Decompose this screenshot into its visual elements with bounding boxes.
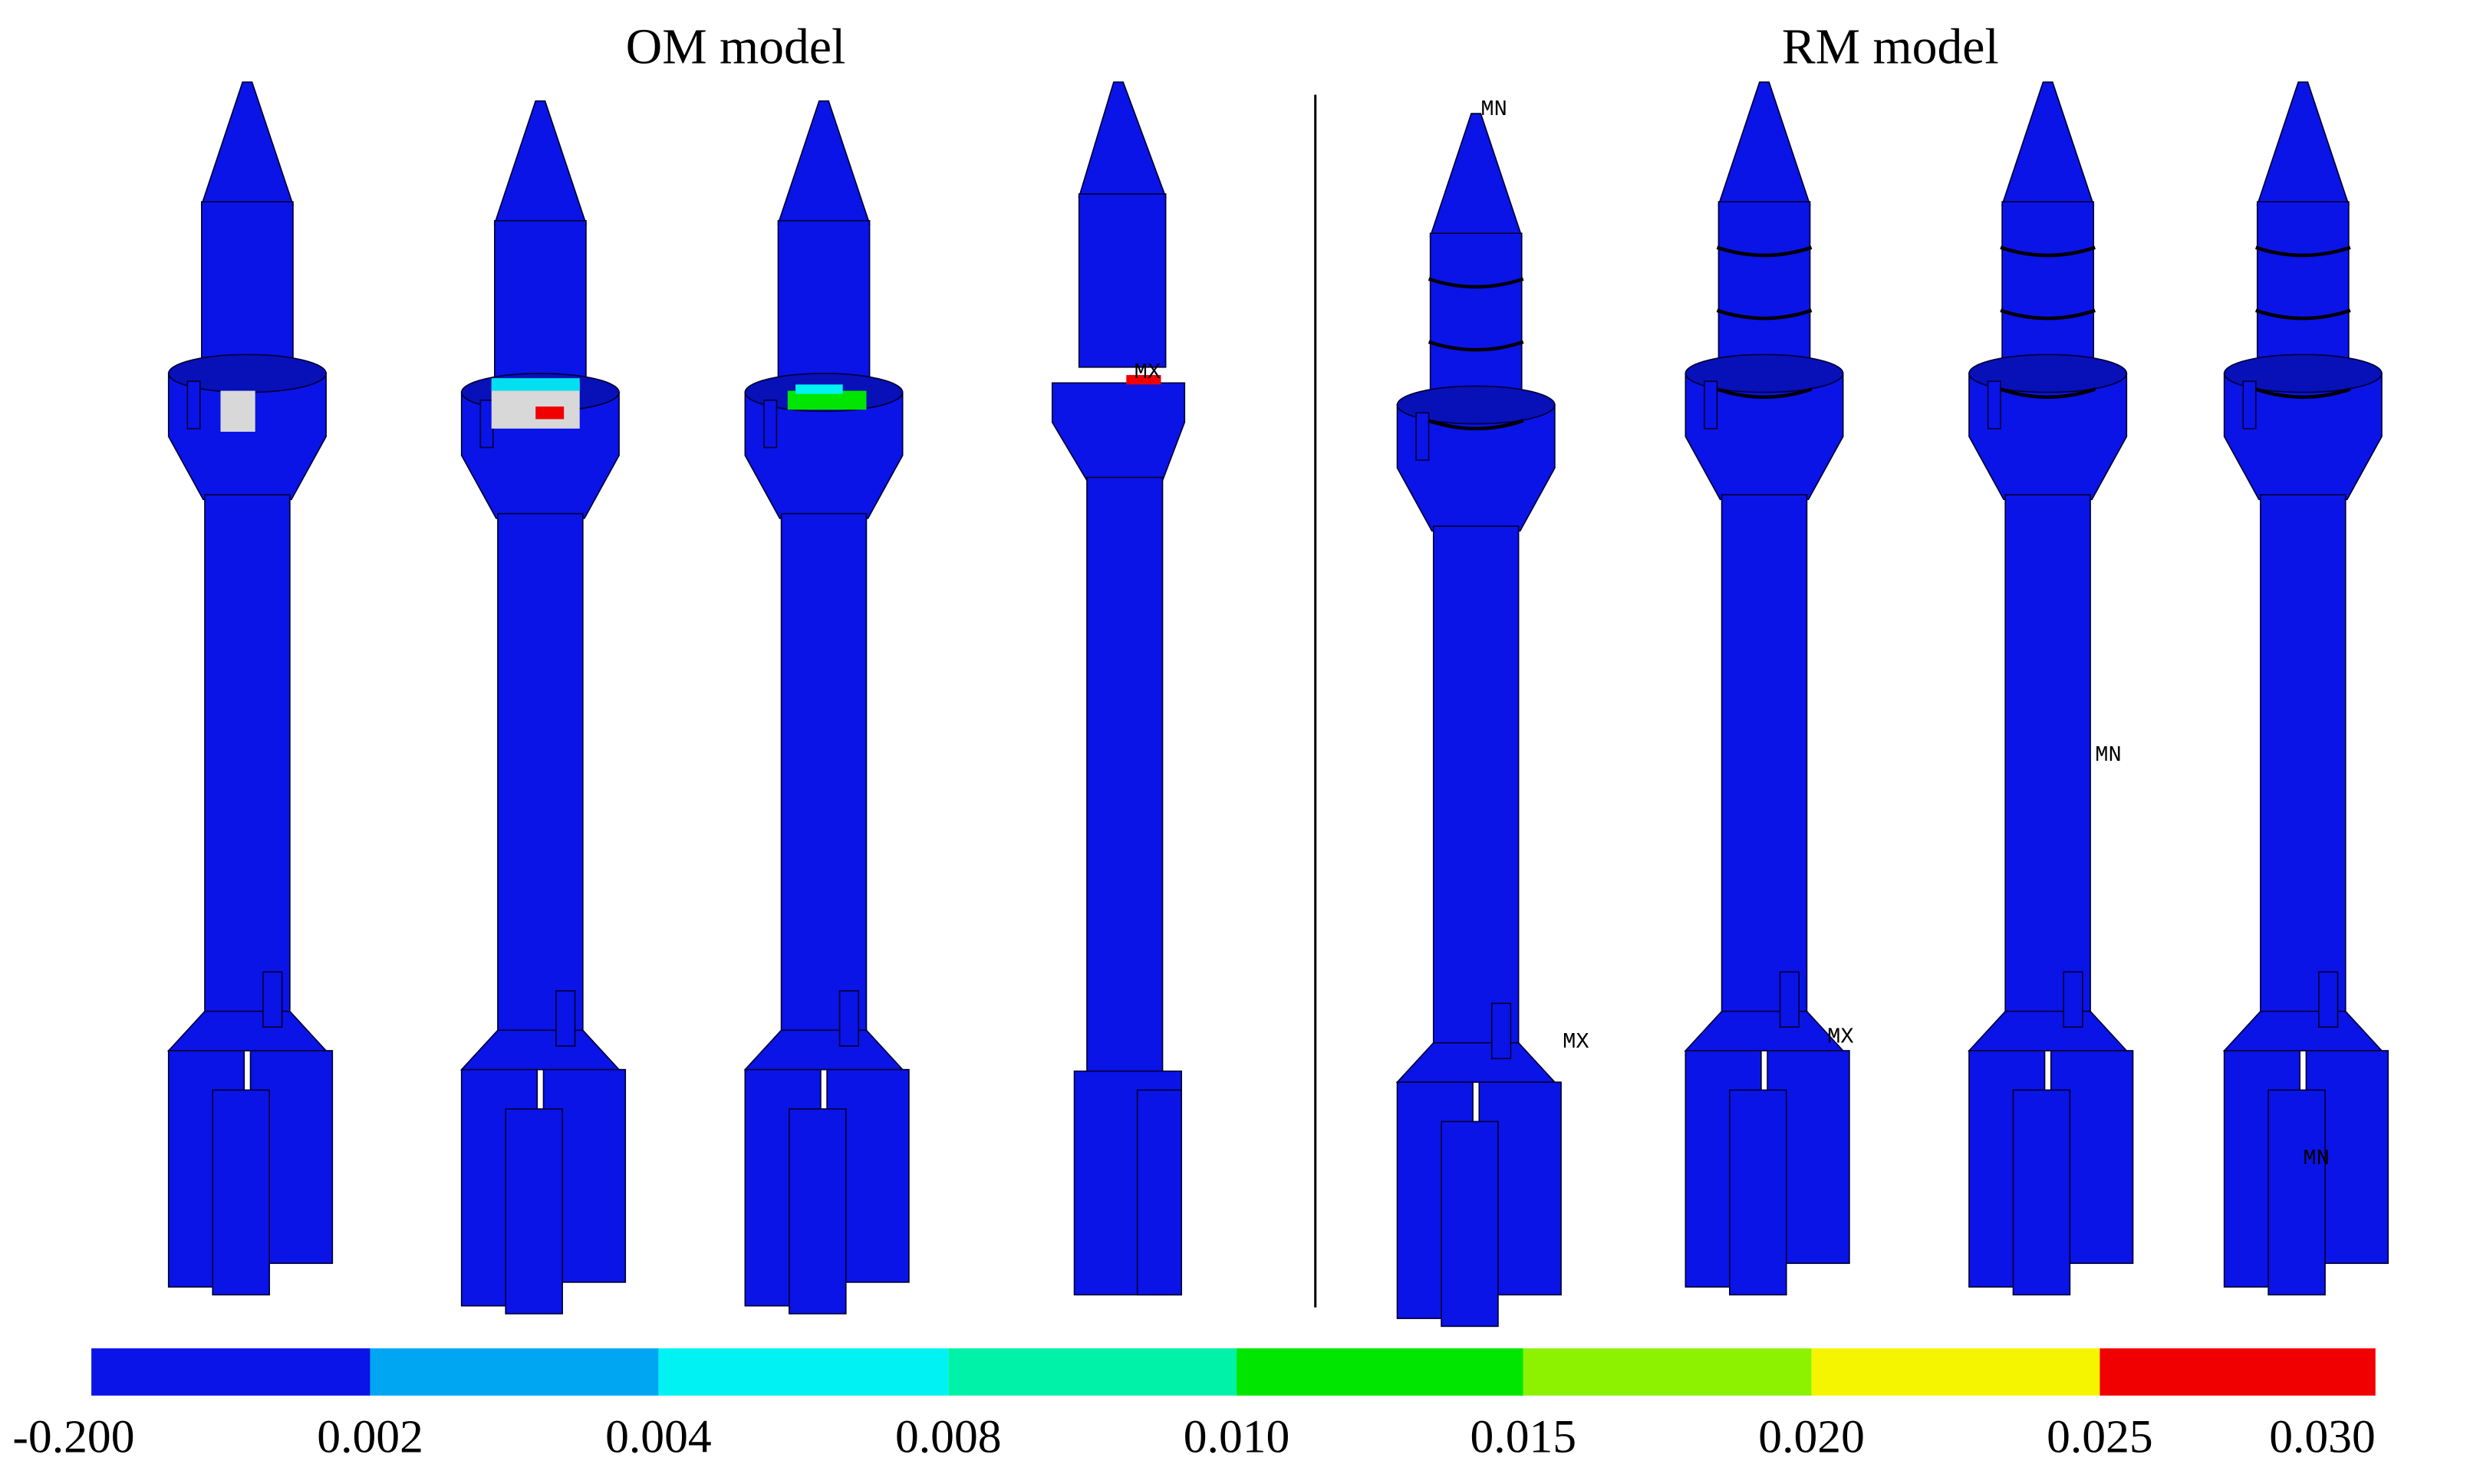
ring <box>1716 387 1813 400</box>
collar-rim <box>2223 354 2383 393</box>
collar-rim <box>1396 385 1556 425</box>
upper-cylinder <box>1078 193 1167 368</box>
side-ribs <box>1490 1002 1512 1060</box>
colorbar-label: 0.004 <box>605 1411 712 1463</box>
ring <box>1716 245 1813 258</box>
colorbar-segment <box>370 1348 659 1396</box>
ring <box>1428 419 1524 431</box>
hotspot <box>220 390 255 432</box>
model <box>1968 81 2134 1296</box>
colorbar-label: -0.200 <box>12 1411 134 1463</box>
colorbar-segment <box>1523 1348 1812 1396</box>
side-ribs <box>262 971 283 1028</box>
hotspot <box>795 384 843 394</box>
column <box>497 512 584 1058</box>
colorbar-segment <box>2100 1348 2376 1396</box>
column <box>1721 494 1808 1039</box>
column <box>2260 494 2346 1039</box>
annotation: MX <box>1563 1029 1589 1055</box>
hotspot <box>535 406 565 420</box>
column <box>1086 476 1164 1077</box>
column <box>1432 525 1520 1071</box>
right-title: RM model <box>1782 18 1999 74</box>
column <box>204 494 291 1039</box>
colorbar-label: 0.002 <box>317 1411 423 1463</box>
colorbar-label: 0.010 <box>1184 1411 1290 1463</box>
collar-post <box>479 400 494 449</box>
model <box>1395 113 1562 1328</box>
model <box>2222 81 2389 1296</box>
hotspot <box>491 378 580 391</box>
annotation: MX <box>1827 1025 1854 1050</box>
collar-rim <box>1685 354 1844 393</box>
colorbar-label: 0.020 <box>1758 1411 1865 1463</box>
colorbar-label: 0.025 <box>2047 1411 2153 1463</box>
base-fin <box>1441 1120 1499 1328</box>
annotation: MX <box>1135 360 1161 385</box>
ring <box>2000 387 2096 400</box>
collar-post <box>1987 380 2001 429</box>
colorbar-label: 0.030 <box>2269 1411 2376 1463</box>
annotation: MN <box>1480 97 1507 122</box>
model <box>743 100 910 1315</box>
model <box>1051 81 1186 1296</box>
hotspot <box>1126 375 1161 385</box>
side-ribs <box>838 990 860 1047</box>
foot-fin <box>1136 1089 1182 1296</box>
base-fin <box>789 1108 847 1315</box>
ring <box>2000 308 2096 321</box>
side-ribs <box>2318 971 2339 1028</box>
collar-rim <box>1968 354 2128 393</box>
collar-post <box>1415 412 1430 461</box>
base-fin <box>505 1108 563 1315</box>
colorbar-label: 0.008 <box>895 1411 1002 1463</box>
colorbar-label: 0.015 <box>1470 1411 1577 1463</box>
collar-post <box>1704 380 1718 429</box>
column <box>780 512 868 1058</box>
ring <box>2255 245 2351 258</box>
annotation: MN <box>2303 1146 2330 1171</box>
side-ribs <box>555 990 576 1047</box>
side-ribs <box>2063 971 2083 1028</box>
collar-post <box>2242 380 2257 429</box>
collar-post <box>186 380 201 429</box>
ring <box>1716 308 1813 321</box>
base-fin <box>212 1089 270 1296</box>
colorbar-segment <box>1237 1348 1523 1396</box>
colorbar-segment <box>658 1348 949 1396</box>
models: MX MN MX MX MN MN <box>166 81 2389 1328</box>
column <box>2004 494 2091 1039</box>
side-ribs <box>1779 971 1800 1028</box>
collar-post <box>763 400 778 449</box>
model <box>1684 81 1850 1296</box>
base-fin <box>1729 1089 1787 1296</box>
ring <box>2000 245 2096 258</box>
base-fin <box>2012 1089 2071 1296</box>
left-title: OM model <box>626 18 846 74</box>
ring <box>2255 387 2351 400</box>
colorbar-segment <box>1811 1348 2100 1396</box>
annotation: MN <box>2095 742 2122 768</box>
colorbar: -0.200 0.002 0.004 0.008 0.010 0.015 0.020 0.02… <box>12 1348 2376 1463</box>
ring <box>1428 340 1524 352</box>
base-fin <box>2267 1089 2326 1296</box>
ring <box>1428 277 1524 289</box>
colorbar-segment <box>948 1348 1237 1396</box>
model <box>166 81 334 1296</box>
colorbar-segment <box>91 1348 370 1396</box>
ring <box>2255 308 2351 321</box>
